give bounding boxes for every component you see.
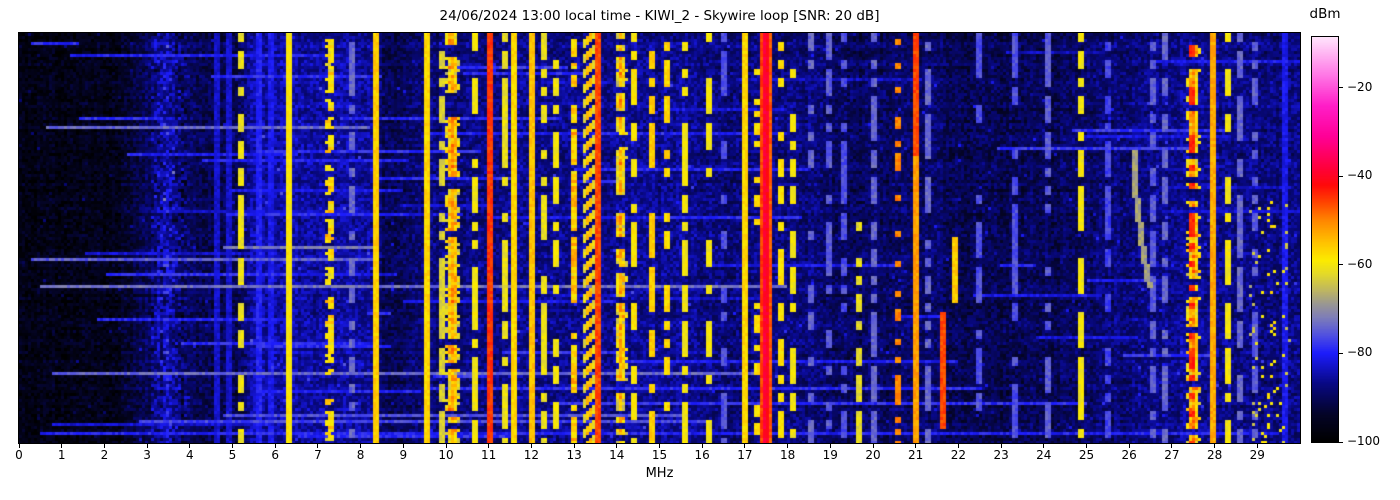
x-tick-label: 14 xyxy=(609,448,625,462)
x-tick-label: 29 xyxy=(1249,448,1265,462)
x-tick-mark xyxy=(1171,444,1173,448)
colorbar-title: dBm xyxy=(1309,6,1341,22)
x-tick-label: 5 xyxy=(228,448,237,462)
x-tick-label: 26 xyxy=(1121,448,1137,462)
x-tick-label: 3 xyxy=(143,448,151,462)
x-tick-mark xyxy=(616,444,618,448)
x-tick-label: 22 xyxy=(950,448,967,462)
x-tick-label: 10 xyxy=(438,448,454,462)
colorbar-tick-label: −100 xyxy=(1347,434,1380,448)
x-tick-label: 0 xyxy=(15,448,23,462)
x-tick-mark xyxy=(360,444,362,448)
x-tick-mark xyxy=(573,444,575,448)
x-tick-label: 23 xyxy=(993,448,1009,462)
colorbar-tick-label: −60 xyxy=(1347,256,1373,271)
colorbar-tick-mark xyxy=(1339,441,1343,443)
spectrogram-plot-area xyxy=(18,32,1301,444)
x-tick-mark xyxy=(957,444,959,448)
spectrogram-canvas xyxy=(19,33,1300,443)
x-tick-mark xyxy=(915,444,917,448)
x-tick-mark xyxy=(659,444,660,448)
colorbar-tick-label: −80 xyxy=(1347,345,1373,360)
x-tick-label: 2 xyxy=(100,448,109,462)
x-tick-label: 15 xyxy=(651,448,668,462)
x-tick-label: 21 xyxy=(908,448,924,462)
x-tick-label: 6 xyxy=(271,448,279,462)
x-tick-label: 11 xyxy=(481,448,497,462)
x-tick-mark xyxy=(18,444,20,448)
x-tick-mark xyxy=(701,444,703,448)
x-tick-label: 28 xyxy=(1206,448,1223,462)
chart-title: 24/06/2024 13:00 local time - KIWI_2 - S… xyxy=(439,8,880,24)
x-tick-mark xyxy=(317,444,319,448)
x-tick-mark xyxy=(1043,444,1045,448)
x-axis-label: MHz xyxy=(645,466,674,481)
colorbar-tick-mark xyxy=(1339,87,1343,89)
colorbar-tick-mark xyxy=(1339,352,1343,354)
colorbar-tick-label: −40 xyxy=(1347,168,1373,183)
x-tick-label: 20 xyxy=(865,448,881,462)
colorbar xyxy=(1311,36,1339,443)
x-tick-label: 8 xyxy=(356,448,365,462)
colorbar-tick-mark xyxy=(1339,264,1343,266)
x-tick-label: 24 xyxy=(1036,448,1052,462)
colorbar-tick-label: −20 xyxy=(1347,79,1373,94)
x-tick-label: 1 xyxy=(57,448,66,462)
x-tick-label: 27 xyxy=(1164,448,1180,462)
x-tick-label: 19 xyxy=(822,448,838,462)
x-tick-mark xyxy=(488,444,490,448)
x-tick-mark xyxy=(829,444,831,448)
x-tick-mark xyxy=(445,444,447,448)
x-tick-mark xyxy=(402,444,404,448)
x-tick-mark xyxy=(1128,444,1130,448)
x-tick-label: 13 xyxy=(566,448,582,462)
colorbar-canvas xyxy=(1312,37,1338,442)
x-tick-mark xyxy=(1086,444,1087,448)
x-tick-mark xyxy=(530,444,532,448)
x-tick-mark xyxy=(103,444,105,448)
x-tick-mark xyxy=(61,444,63,448)
x-tick-mark xyxy=(872,444,874,448)
x-tick-label: 7 xyxy=(314,448,322,462)
x-tick-label: 9 xyxy=(399,448,408,462)
x-tick-label: 4 xyxy=(185,448,194,462)
x-tick-mark xyxy=(1000,444,1002,448)
x-tick-mark xyxy=(744,444,746,448)
x-tick-label: 18 xyxy=(779,448,796,462)
x-tick-mark xyxy=(1256,444,1258,448)
x-tick-label: 25 xyxy=(1078,448,1095,462)
x-tick-mark xyxy=(146,444,148,448)
x-tick-mark xyxy=(232,444,233,448)
x-tick-mark xyxy=(787,444,789,448)
x-tick-label: 12 xyxy=(523,448,540,462)
x-tick-mark xyxy=(274,444,276,448)
colorbar-tick-mark xyxy=(1339,175,1343,177)
x-tick-label: 17 xyxy=(737,448,753,462)
x-tick-mark xyxy=(189,444,191,448)
x-tick-label: 16 xyxy=(694,448,710,462)
x-tick-mark xyxy=(1214,444,1216,448)
